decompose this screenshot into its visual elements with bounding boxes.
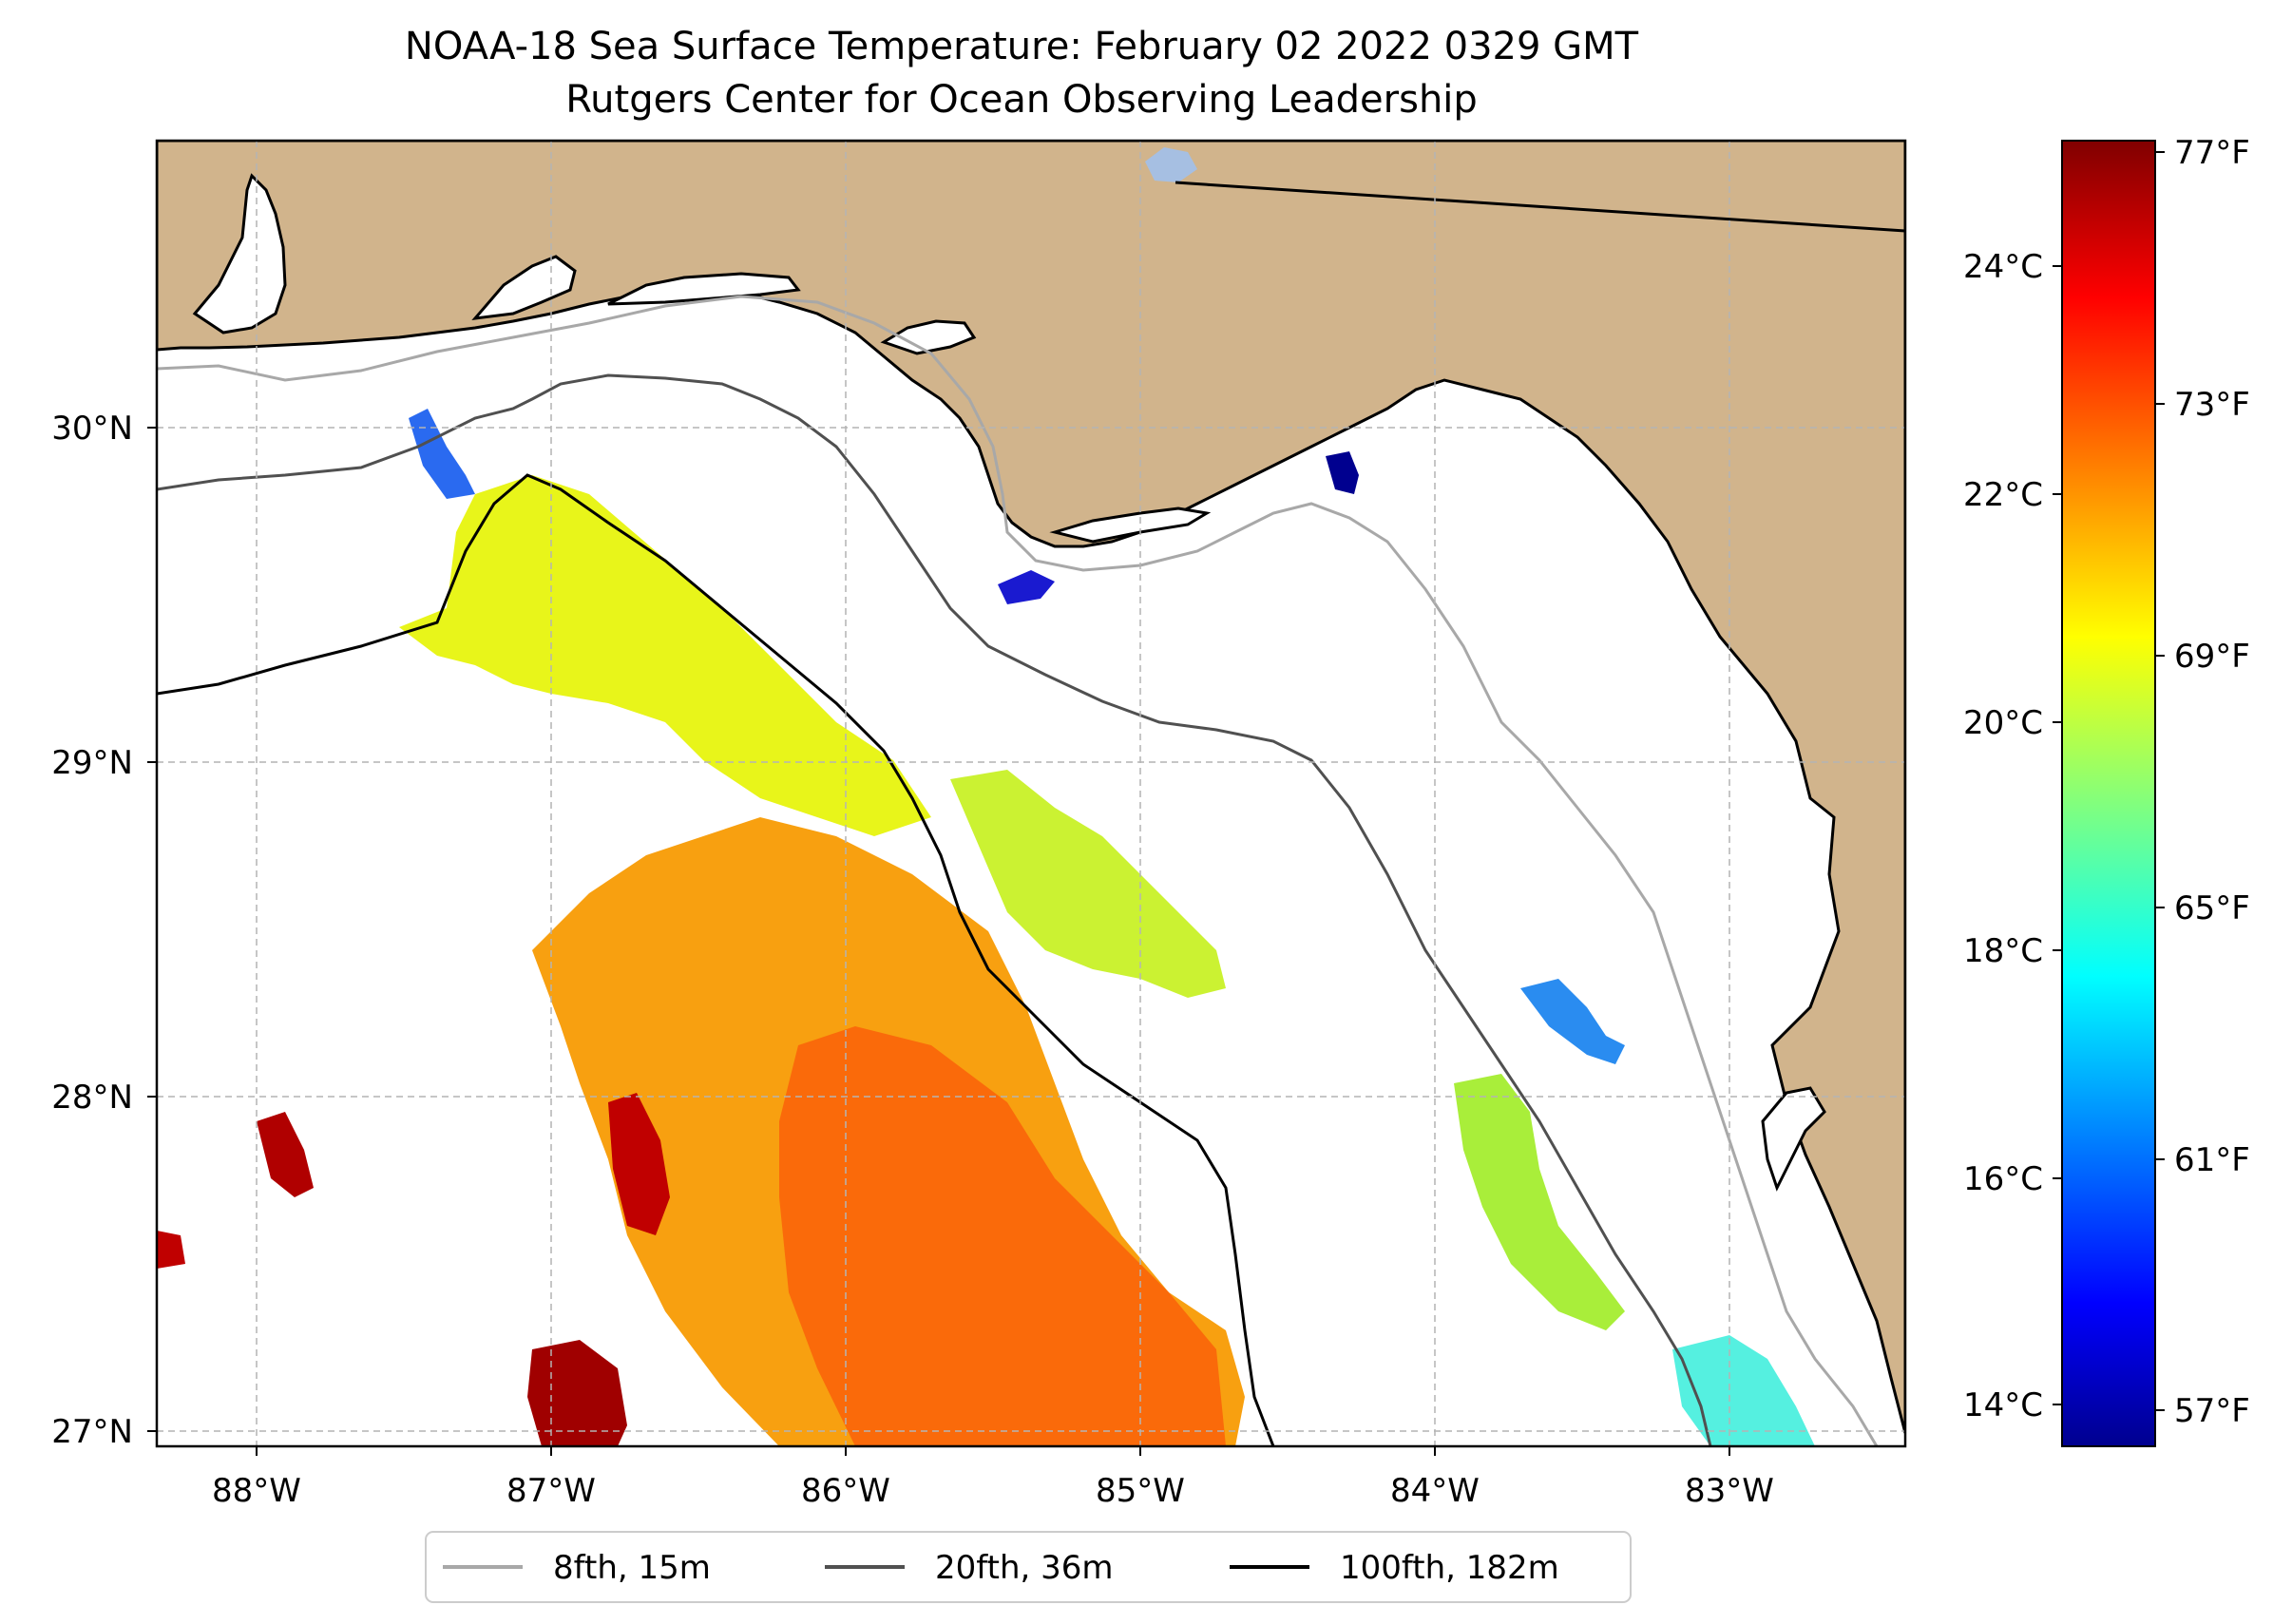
celsius-tick-label-18: 18°C (1963, 932, 2043, 970)
legend-label-8fth: 8fth, 15m (553, 1549, 711, 1587)
isobath-15m (157, 295, 1879, 1446)
sst-patch-red-southwest (527, 1340, 627, 1446)
mobile-bay (192, 173, 287, 334)
legend-label-100fth: 100fth, 182m (1340, 1549, 1559, 1587)
legend: 8fth, 15m 20fth, 36m 100fth, 182m (425, 1531, 1632, 1603)
lake (1145, 147, 1197, 182)
lat-tick-label-28: 28°N (51, 1079, 133, 1117)
isobath-182m (157, 473, 1275, 1446)
lat-tick-label-30: 30°N (51, 410, 133, 448)
celsius-tick-label-24: 24°C (1963, 248, 2043, 286)
chart-title: NOAA-18 Sea Surface Temperature: Februar… (405, 25, 1639, 68)
fahrenheit-tick-label-69: 69°F (2174, 638, 2250, 676)
sst-patch-navy-bigbend (1326, 451, 1359, 494)
choctawhatchee-bay (607, 272, 801, 306)
sst-patch-southeast (1454, 1074, 1625, 1330)
map-area (157, 141, 1905, 1446)
lon-tick-label-87: 87°W (506, 1472, 596, 1510)
legend-label-20fth: 20fth, 36m (935, 1549, 1114, 1587)
legend-item-100fth: 100fth, 182m (1230, 1549, 1559, 1587)
celsius-tick-label-22: 22°C (1963, 476, 2043, 514)
fahrenheit-tick-label-57: 57°F (2174, 1392, 2250, 1430)
legend-box (425, 1531, 1632, 1603)
lon-tick-label-88: 88°W (212, 1472, 301, 1510)
state-boundary (1175, 181, 1905, 233)
sst-patch-warm-core (779, 1026, 1226, 1446)
sst-patch-northwest (399, 475, 931, 836)
sst-patch-red-central (608, 1093, 670, 1235)
colorbar (2061, 140, 2156, 1447)
lat-tick-label-29: 29°N (51, 744, 133, 782)
colorbar-celsius-axis: 24°C 22°C 20°C 18°C 16°C 14°C (1963, 248, 2062, 1424)
sst-data (157, 409, 1815, 1446)
sst-patch-blue-offshore (1520, 979, 1625, 1064)
fahrenheit-tick-label-77: 77°F (2174, 134, 2250, 172)
legend-item-20fth: 20fth, 36m (825, 1549, 1114, 1587)
fahrenheit-tick-label-61: 61°F (2174, 1141, 2250, 1179)
lon-tick-label-84: 84°W (1390, 1472, 1480, 1510)
sst-patch-cyan (1672, 1335, 1815, 1446)
lon-tick-label-85: 85°W (1096, 1472, 1185, 1510)
chart-subtitle: Rutgers Center for Ocean Observing Leade… (565, 78, 1478, 122)
map-frame (155, 139, 1907, 1448)
gridlines (157, 141, 1905, 1446)
lon-axis: 88°W 87°W 86°W 85°W 84°W 83°W (212, 1446, 1774, 1510)
celsius-tick-label-14: 14°C (1963, 1386, 2043, 1424)
colorbar-fahrenheit-axis: 77°F 73°F 69°F 65°F 61°F 57°F (2155, 134, 2250, 1430)
celsius-tick-label-20: 20°C (1963, 704, 2043, 742)
fahrenheit-tick-label-73: 73°F (2174, 386, 2250, 424)
lat-tick-label-27: 27°N (51, 1413, 133, 1451)
st-andrews-bay (880, 319, 977, 355)
pensacola-bay (471, 255, 577, 320)
sst-patch-red-west (257, 1112, 314, 1197)
sst-patch-blue-coast (998, 570, 1055, 604)
isobath-36m (157, 373, 1712, 1446)
sst-patch-east (950, 770, 1226, 998)
lat-axis: 30°N 29°N 28°N 27°N (51, 410, 157, 1451)
tampa-bay (1761, 1086, 1826, 1192)
legend-item-8fth: 8fth, 15m (443, 1549, 711, 1587)
lon-tick-label-86: 86°W (801, 1472, 890, 1510)
sst-patch-red-edge (157, 1231, 185, 1269)
celsius-tick-label-16: 16°C (1963, 1160, 2043, 1198)
fahrenheit-tick-label-65: 65°F (2174, 889, 2250, 927)
apalachicola-bay (1049, 506, 1212, 544)
lon-tick-label-83: 83°W (1685, 1472, 1774, 1510)
sst-patch-blue-nw (409, 409, 475, 499)
